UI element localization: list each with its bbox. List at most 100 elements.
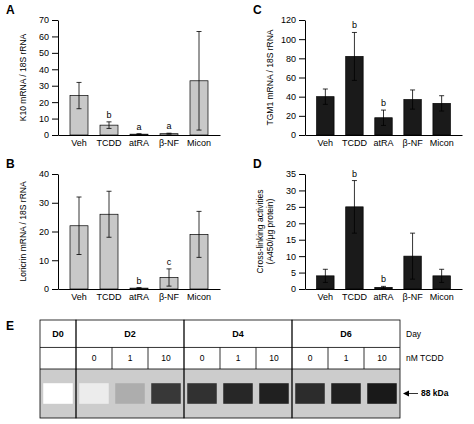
tick: Micon: [430, 135, 454, 148]
tick-label: 35: [286, 169, 296, 179]
tick-label: β-NF: [159, 138, 180, 148]
tick-label: 0: [44, 130, 49, 140]
tick: atRA: [129, 135, 149, 148]
tick-label: TCDD: [342, 292, 367, 302]
bar: [130, 288, 148, 289]
concentration-label: 10: [161, 353, 171, 363]
error-line: [354, 181, 355, 234]
tick: TCDD: [97, 135, 122, 148]
band: [115, 383, 145, 404]
y-axis-label: TGM1 mRNA / 18S rRNA: [265, 29, 275, 125]
error-bar: [197, 211, 202, 257]
tick-label: 30: [39, 81, 49, 91]
error-bar: [137, 133, 142, 135]
tick-label: β-NF: [402, 138, 423, 148]
tick: Veh: [318, 135, 334, 148]
tick: 0: [44, 284, 58, 294]
tick: β-NF: [402, 135, 423, 148]
error-cap: [197, 257, 202, 258]
error-cap: [352, 233, 357, 234]
error-cap: [439, 269, 444, 270]
tick: 80: [286, 54, 305, 64]
tick: 20: [286, 111, 305, 121]
tick: 0: [44, 130, 58, 140]
error-bar: [167, 269, 172, 286]
concentration-label: 0: [200, 353, 205, 363]
error-bar: [381, 110, 386, 125]
error-line: [169, 269, 170, 286]
tick-label: β-NF: [402, 292, 423, 302]
tick: 60: [39, 32, 58, 42]
y-axis-label-line: Loricrin mRNA / 18S rRNA: [18, 181, 28, 281]
tick-label: 0: [291, 130, 296, 140]
lane-divider: [220, 347, 221, 369]
error-cap: [381, 288, 386, 289]
tick: 30: [39, 81, 58, 91]
error-cap: [352, 80, 357, 81]
tick-mark: [52, 102, 58, 103]
error-cap: [167, 134, 172, 135]
panel-label: B: [6, 157, 15, 171]
tick-label: Micon: [187, 138, 211, 148]
concentration-label: 10: [377, 353, 387, 363]
tick: 60: [286, 73, 305, 83]
tick-label: 20: [286, 111, 296, 121]
error-cap: [381, 286, 386, 287]
tick-label: atRA: [373, 138, 393, 148]
error-bar: [439, 96, 444, 111]
tick-mark: [52, 86, 58, 87]
error-cap: [167, 286, 172, 287]
bar: [130, 134, 148, 135]
concentration-label: 0: [92, 353, 97, 363]
error-cap: [410, 89, 415, 90]
tick: atRA: [373, 135, 393, 148]
tick-label: 60: [286, 73, 296, 83]
error-cap: [77, 108, 82, 109]
tick: 0: [291, 284, 305, 294]
tick-label: 30: [286, 186, 296, 196]
x-axis: VehTCDDatRAβ-NFMicon: [59, 289, 221, 302]
tick: Veh: [71, 289, 87, 302]
tick-label: β-NF: [159, 292, 180, 302]
plot-area: [317, 32, 451, 135]
error-cap: [107, 121, 112, 122]
bar-panel: bcVehTCDDatRAβ-NFMicon010203040Loricrin …: [6, 157, 221, 302]
tick-mark: [52, 69, 58, 70]
error-bar: [137, 288, 142, 289]
y-axis: 05101520253035: [286, 169, 306, 294]
error-cap: [77, 82, 82, 83]
axis-line: [59, 135, 221, 136]
significance-label: a: [136, 122, 141, 132]
tick: β-NF: [402, 289, 423, 302]
y-axis-label: Loricrin mRNA / 18S rRNA: [18, 181, 28, 281]
tick: 25: [286, 202, 305, 212]
significance-label: c: [167, 257, 172, 267]
error-cap: [107, 128, 112, 129]
tick-label: Micon: [187, 292, 211, 302]
tick: 35: [286, 169, 305, 179]
y-axis: 020406080100120: [281, 15, 306, 140]
error-line: [79, 82, 80, 108]
day-label: D0: [52, 329, 64, 339]
tick-label: 20: [39, 98, 49, 108]
tick: Micon: [187, 289, 211, 302]
error-line: [325, 269, 326, 282]
tick-mark: [299, 39, 305, 40]
tick: 40: [39, 65, 58, 75]
tick-label: 40: [286, 92, 296, 102]
error-bar: [107, 122, 112, 129]
y-axis-label-line: (A450/μg protein): [265, 198, 275, 264]
tick-mark: [52, 289, 58, 290]
blot-background: [40, 369, 400, 418]
lane-divider: [256, 347, 257, 369]
tick-mark: [52, 53, 58, 54]
error-cap: [77, 197, 82, 198]
tick-mark: [299, 273, 305, 274]
tick: 120: [281, 15, 305, 25]
significance-label: b: [106, 110, 111, 120]
tick: 5: [291, 268, 305, 278]
error-line: [199, 32, 200, 131]
tick-mark: [52, 135, 58, 136]
error-line: [441, 269, 442, 282]
y-axis-label: K10 mRNA / 18S rRNA: [18, 33, 28, 121]
